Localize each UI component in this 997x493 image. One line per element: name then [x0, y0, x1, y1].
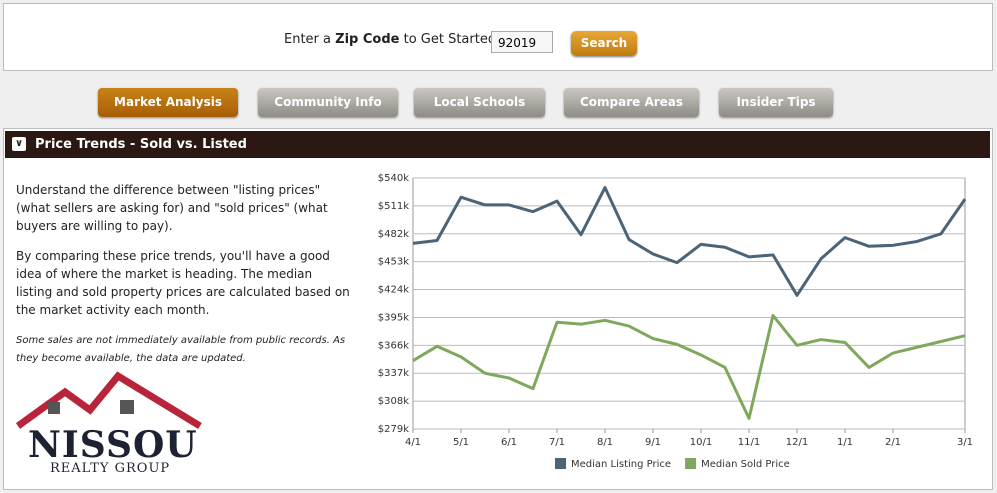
x-tick-label: 7/1 — [549, 437, 565, 448]
y-tick-label: $308k — [378, 396, 409, 407]
x-tick-label: 8/1 — [597, 437, 613, 448]
legend-label: Median Listing Price — [571, 459, 671, 470]
x-tick-label: 4/1 — [405, 437, 421, 448]
series-line — [412, 186, 967, 297]
x-tick-label: 11/1 — [738, 437, 760, 448]
x-tick-label: 6/1 — [501, 437, 517, 448]
section-header — [5, 131, 990, 158]
x-tick-label: 1/1 — [837, 437, 853, 448]
search-button[interactable]: Search — [571, 31, 637, 56]
y-tick-label: $540k — [378, 173, 409, 184]
x-tick-label: 3/1 — [957, 437, 973, 448]
tab[interactable]: Community Info — [258, 88, 398, 117]
legend-swatch — [555, 458, 566, 469]
tab[interactable]: Local Schools — [414, 88, 545, 117]
search-prompt: Enter a Zip Code to Get Started — [284, 32, 496, 47]
x-tick-label: 2/1 — [885, 437, 901, 448]
tab[interactable]: Compare Areas — [564, 88, 699, 117]
legend-label: Median Sold Price — [701, 459, 790, 470]
x-tick-label: 12/1 — [786, 437, 808, 448]
y-tick-label: $511k — [378, 201, 409, 212]
y-tick-label: $279k — [378, 424, 409, 435]
logo-tagline: REALTY GROUP — [50, 461, 171, 476]
note: Some sales are not immediately available… — [16, 335, 346, 364]
y-tick-label: $424k — [378, 285, 409, 296]
y-tick-label: $482k — [378, 229, 409, 240]
prompt-text: to Get Started — [403, 32, 497, 47]
y-tick-label: $337k — [378, 368, 409, 379]
series-line — [412, 314, 966, 420]
prompt-text: Enter a — [284, 32, 331, 47]
x-tick-label: 9/1 — [645, 437, 661, 448]
tab[interactable]: Market Analysis — [98, 88, 238, 117]
logo-name: NISSOU — [28, 424, 198, 466]
paragraph: Understand the difference between "listi… — [16, 183, 328, 233]
y-tick-label: $366k — [378, 340, 409, 351]
chart: $279k $308k $337k $366k $395k $424k $453k $482k… — [378, 173, 973, 470]
y-tick-label: $453k — [378, 257, 409, 268]
plot-area — [412, 177, 966, 430]
collapse-toggle[interactable]: ∨ — [12, 137, 26, 151]
prompt-bold: Zip Code — [335, 32, 400, 47]
x-tick-label: 5/1 — [453, 437, 469, 448]
tab[interactable]: Insider Tips — [719, 88, 833, 117]
x-tick-label: 10/1 — [690, 437, 712, 448]
y-tick-label: $395k — [378, 312, 409, 323]
logo-roof — [15, 371, 202, 429]
section-title: Price Trends - Sold vs. Listed — [35, 137, 247, 152]
paragraph: By comparing these price trends, you'll … — [16, 249, 350, 317]
zip-input[interactable]: 92019 — [491, 31, 553, 53]
legend-swatch — [685, 458, 697, 469]
